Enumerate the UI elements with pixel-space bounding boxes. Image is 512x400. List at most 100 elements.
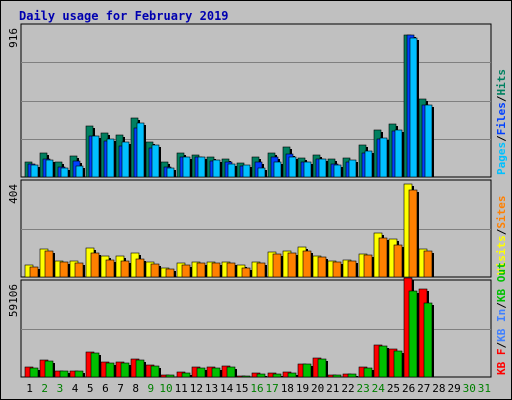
- panel-visits-sites-legend-item-0: Visits: [495, 235, 508, 275]
- x-tick-label-7: 7: [117, 382, 124, 395]
- panel-kbf-kbin-kbout-kb-out-bar-11: [181, 372, 191, 378]
- panel-visits-sites-sites-bar-3: [59, 261, 69, 278]
- x-tick-label-3: 3: [57, 382, 64, 395]
- x-tick-label-9: 9: [148, 382, 155, 395]
- panel-pages-files-hits-pages-bar-24: [379, 137, 388, 178]
- panel-pages-files-hits-pages-bar-26: [409, 37, 418, 178]
- panel-kbf-kbin-kbout-kb-out-bar-21: [332, 374, 342, 378]
- x-tick-label-17: 17: [266, 382, 279, 395]
- panel-pages-files-hits-pages-bar-22: [348, 159, 357, 178]
- panel-kbf-kbin-kbout-kb-out-bar-6: [105, 362, 115, 378]
- panel-visits-sites-sites-bar-14: [226, 262, 236, 278]
- panel-pages-files-hits-pages-bar-6: [106, 138, 115, 178]
- panel-pages-files-hits-pages-bar-9: [151, 144, 160, 178]
- panel-kbf-kbin-kbout-kb-out-bar-25: [393, 350, 403, 378]
- panel-kbf-kbin-kbout-kb-out-bar-10: [165, 374, 175, 378]
- panel-visits-sites-sites-bar-1: [29, 266, 39, 278]
- x-tick-label-19: 19: [296, 382, 309, 395]
- x-tick-label-8: 8: [132, 382, 139, 395]
- panel-pages-files-hits-pages-bar-18: [288, 156, 297, 178]
- panel-kbf-kbin-kbout-legend-item-4: KB Out: [495, 262, 508, 302]
- x-tick-label-31: 31: [478, 382, 491, 395]
- panel-visits-sites-legend: Visits/Sites: [495, 196, 508, 276]
- panel-pages-files-hits-pages-bar-5: [91, 135, 100, 178]
- panel-pages-files-hits-ymax-label: 916: [7, 28, 20, 48]
- panel-kbf-kbin-kbout-kb-out-bar-3: [59, 370, 69, 378]
- x-tick-label-11: 11: [175, 382, 188, 395]
- panel-kbf-kbin-kbout-kb-out-bar-23: [363, 367, 373, 378]
- panel-visits-sites-sites-bar-15: [241, 267, 251, 278]
- x-tick-label-14: 14: [220, 382, 234, 395]
- panel-visits-sites-sites-bar-18: [287, 252, 297, 278]
- panel-pages-files-hits-pages-bar-14: [227, 163, 236, 178]
- panel-visits-sites-sites-bar-22: [347, 260, 357, 278]
- panel-visits-sites-sites-bar-24: [378, 237, 388, 278]
- panel-visits-sites-sites-bar-11: [181, 264, 191, 278]
- x-tick-label-25: 25: [387, 382, 400, 395]
- panel-pages-files-hits-pages-bar-17: [273, 161, 282, 178]
- panel-kbf-kbin-kbout-kb-out-bar-8: [135, 359, 145, 378]
- panel-pages-files-hits-pages-bar-8: [136, 122, 145, 178]
- panel-kbf-kbin-kbout-legend-item-0: KB F: [495, 349, 508, 376]
- x-tick-label-26: 26: [402, 382, 415, 395]
- panel-pages-files-hits-pages-bar-19: [303, 161, 312, 178]
- x-tick-label-15: 15: [235, 382, 248, 395]
- panel-kbf-kbin-kbout-legend-item-1: /: [495, 342, 508, 349]
- x-tick-label-28: 28: [432, 382, 445, 395]
- panel-pages-files-hits-legend-item-2: Files: [495, 102, 508, 135]
- panel-kbf-kbin-kbout-legend-item-2: KB In: [495, 309, 508, 342]
- panel-kbf-kbin-kbout-kb-out-bar-2: [44, 360, 54, 378]
- panel-visits-sites-sites-bar-23: [363, 254, 373, 278]
- panel-kbf-kbin-kbout-kb-out-bar-18: [287, 372, 297, 378]
- panel-pages-files-hits-pages-bar-20: [318, 158, 327, 178]
- panel-kbf-kbin-kbout-kb-out-bar-4: [74, 370, 84, 378]
- panel-visits-sites-ymax-label: 404: [7, 184, 20, 204]
- title-holder: Daily usage for February 2019: [19, 5, 319, 23]
- panel-kbf-kbin-kbout-kb-out-bar-12: [196, 367, 206, 378]
- panel-visits-sites-sites-bar-6: [105, 259, 115, 278]
- panel-kbf-kbin-kbout-legend-item-3: /: [495, 302, 508, 309]
- panel-kbf-kbin-kbout-kb-out-bar-19: [302, 363, 312, 378]
- panel-visits-sites-legend-item-2: Sites: [495, 196, 508, 229]
- panel-kbf-kbin-kbout-kb-out-bar-5: [90, 352, 100, 378]
- panel-pages-files-hits-legend-item-3: /: [495, 95, 508, 102]
- x-tick-label-23: 23: [357, 382, 370, 395]
- panel-kbf-kbin-kbout-kb-out-bar-20: [317, 358, 327, 378]
- x-tick-label-20: 20: [311, 382, 324, 395]
- panel-pages-files-hits-pages-bar-11: [182, 156, 191, 178]
- panel-kbf-kbin-kbout-kb-out-bar-27: [423, 302, 433, 378]
- panel-kbf-kbin-kbout-kb-out-bar-17: [272, 373, 282, 378]
- panel-kbf-kbin-kbout-kb-out-bar-13: [211, 367, 221, 378]
- panel-kbf-kbin-kbout-kb-out-bar-1: [29, 367, 39, 378]
- panel-kbf-kbin-kbout-kb-out-bar-22: [347, 373, 357, 378]
- panel-visits-sites-sites-bar-20: [317, 256, 327, 278]
- x-tick-label-27: 27: [417, 382, 430, 395]
- panel-visits-sites-sites-bar-21: [332, 261, 342, 278]
- panel-visits-sites-sites-bar-7: [120, 260, 130, 278]
- panel-visits-sites-sites-bar-8: [135, 258, 145, 278]
- x-tick-label-12: 12: [190, 382, 203, 395]
- panel-pages-files-hits-pages-bar-15: [242, 164, 251, 178]
- x-tick-label-21: 21: [326, 382, 339, 395]
- panel-pages-files-hits-pages-bar-21: [333, 164, 342, 178]
- x-tick-label-6: 6: [102, 382, 109, 395]
- x-tick-label-29: 29: [447, 382, 460, 395]
- panel-pages-files-hits-legend-item-0: Pages: [495, 142, 508, 175]
- x-tick-label-5: 5: [87, 382, 94, 395]
- panel-pages-files-hits-pages-bar-27: [424, 104, 433, 178]
- x-tick-label-30: 30: [463, 382, 476, 395]
- x-tick-label-13: 13: [205, 382, 218, 395]
- panel-kbf-kbin-kbout-kb-out-bar-24: [378, 345, 388, 378]
- x-tick-label-18: 18: [281, 382, 294, 395]
- panel-kbf-kbin-kbout-kb-out-bar-16: [256, 373, 266, 378]
- panel-visits-sites-sites-bar-5: [90, 252, 100, 278]
- panel-visits-sites-sites-bar-17: [272, 253, 282, 278]
- x-tick-label-24: 24: [372, 382, 386, 395]
- panel-pages-files-hits-pages-bar-23: [364, 150, 373, 178]
- x-tick-label-2: 2: [41, 382, 48, 395]
- panel-pages-files-hits-pages-bar-25: [394, 129, 403, 178]
- panel-visits-sites-sites-bar-26: [408, 189, 418, 278]
- panel-visits-sites-sites-bar-19: [302, 250, 312, 278]
- panel-visits-sites-sites-bar-4: [74, 262, 84, 278]
- panel-kbf-kbin-kbout-kb-out-bar-14: [226, 366, 236, 378]
